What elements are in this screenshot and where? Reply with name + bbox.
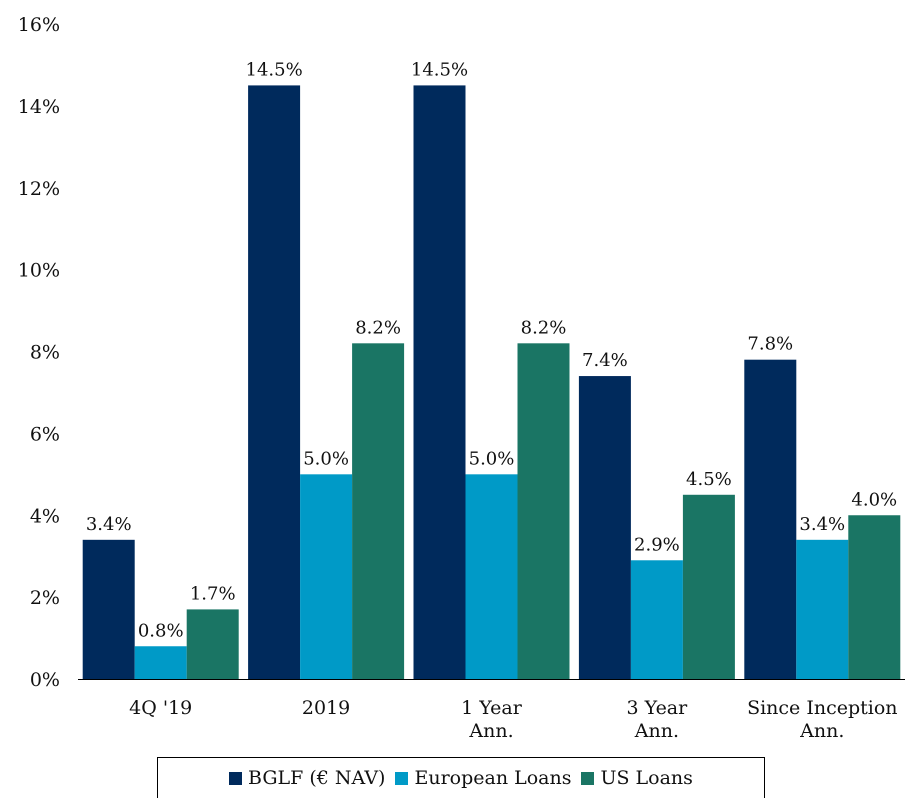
y-tick-label: 6% [30,423,60,445]
x-axis: 4Q '19 2019 1 Year Ann. 3 Year Ann. Since Ince… [78,679,905,742]
data-label: 2.9% [634,534,680,555]
bar [300,474,353,679]
y-tick-label: 10% [18,260,60,282]
y-tick-label: 2% [30,587,60,609]
data-label: 3.4% [86,514,132,535]
bar [352,343,405,679]
bar [82,539,135,679]
data-labels: 3.4% 0.8% 1.7% 14.5% 5.0% 8.2% 14.5% 5.0% 8.2% 7.… [86,59,897,641]
data-label: 5.0% [303,448,349,469]
y-tick-label: 12% [18,178,60,200]
data-label: 1.7% [190,583,236,604]
bars [82,85,901,679]
legend-item-us-loans: US Loans [581,767,693,789]
legend-label-european-loans: European Loans [414,767,572,789]
legend-label-bglf: BGLF (€ NAV) [248,767,386,789]
bar [465,474,518,679]
legend: BGLF (€ NAV) European Loans US Loans [157,757,765,798]
legend-swatch-bglf [229,771,243,785]
bar [848,515,901,679]
bar-chart: 0% 2% 4% 6% 8% 10% 12% 14% 16% 3.4% 0.8% 1.7% 14.5%… [18,14,905,742]
x-category-label: Since Inception Ann. [747,697,897,742]
data-label: 3.4% [799,514,845,535]
data-label: 8.2% [355,317,401,338]
bar [134,646,187,679]
data-label: 14.5% [246,59,303,80]
bar [517,343,570,679]
y-tick-label: 14% [18,96,60,118]
legend-swatch-european-loans [395,771,409,785]
x-category-label: 3 Year Ann. [627,697,689,742]
legend-item-bglf: BGLF (€ NAV) [229,767,385,789]
y-axis: 0% 2% 4% 6% 8% 10% 12% 14% 16% [18,14,60,691]
data-label: 7.4% [582,350,628,371]
data-label: 4.5% [686,469,732,490]
bar [186,609,239,679]
x-category-label: 1 Year Ann. [461,697,523,742]
legend-swatch-us-loans [581,771,595,785]
bar [682,494,735,679]
data-label: 8.2% [521,317,567,338]
data-label: 14.5% [411,59,468,80]
data-label: 4.0% [851,489,897,510]
bar [578,376,631,679]
x-category-label: 2019 [302,697,350,719]
data-label: 7.8% [747,334,793,355]
y-tick-label: 0% [30,669,60,691]
y-tick-label: 4% [30,505,60,527]
bar [630,560,683,679]
bar [413,85,466,679]
y-tick-label: 8% [30,342,60,364]
legend-label-us-loans: US Loans [600,767,693,789]
data-label: 5.0% [469,448,515,469]
bar [248,85,301,679]
legend-item-european-loans: European Loans [395,767,571,789]
bar [744,359,797,679]
y-tick-label: 16% [18,14,60,36]
x-category-label: 4Q '19 [129,697,192,719]
data-label: 0.8% [138,620,184,641]
bar [796,539,849,679]
